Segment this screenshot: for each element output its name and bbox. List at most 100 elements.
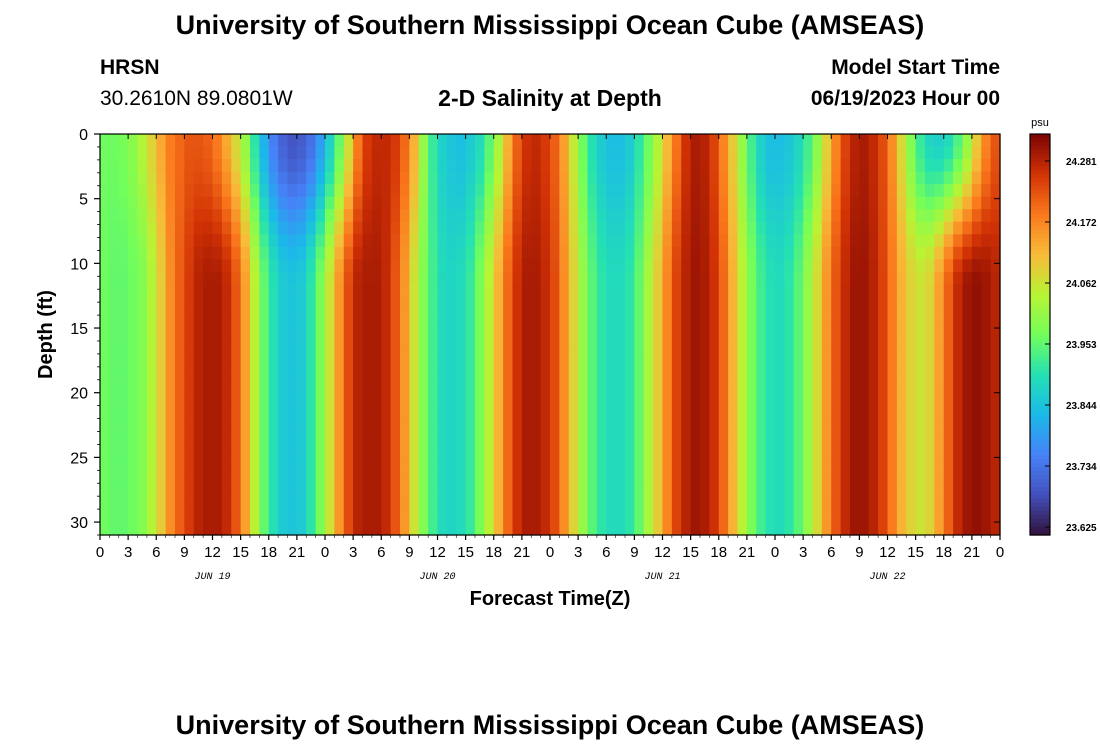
- heatmap-cell: [390, 422, 401, 436]
- heatmap-cell: [259, 334, 270, 348]
- heatmap-cell: [578, 347, 589, 361]
- heatmap-cell: [175, 171, 185, 185]
- heatmap-cell: [418, 284, 429, 298]
- heatmap-cell: [540, 384, 551, 398]
- heatmap-cell: [259, 159, 270, 173]
- heatmap-cell: [400, 184, 410, 198]
- heatmap-cell: [156, 409, 167, 423]
- heatmap-cell: [625, 321, 635, 336]
- heatmap-cell: [962, 334, 973, 348]
- heatmap-cell: [934, 221, 945, 235]
- heatmap-cell: [353, 184, 364, 198]
- heatmap-cell: [850, 472, 860, 486]
- heatmap-cell: [250, 246, 260, 260]
- heatmap-cell: [343, 184, 354, 198]
- heatmap-cell: [690, 372, 701, 386]
- heatmap-cell: [784, 497, 795, 511]
- heatmap-cell: [784, 171, 795, 185]
- heatmap-cell: [737, 497, 748, 511]
- heatmap-cell: [446, 184, 457, 198]
- heatmap-cell: [296, 434, 307, 448]
- heatmap-cell: [503, 384, 514, 398]
- heatmap-cell: [625, 472, 635, 486]
- heatmap-cell: [259, 497, 270, 511]
- heatmap-cell: [906, 221, 917, 235]
- heatmap-cell: [737, 159, 748, 173]
- heatmap-cell: [109, 484, 120, 499]
- heatmap-cell: [887, 134, 898, 148]
- heatmap-cell: [118, 472, 129, 486]
- heatmap-cell: [587, 234, 598, 248]
- heatmap-cell: [231, 296, 242, 311]
- heatmap-cell: [531, 509, 542, 524]
- heatmap-cell: [137, 359, 148, 373]
- x-tick-label: 15: [907, 544, 924, 561]
- heatmap-cell: [175, 397, 185, 411]
- heatmap-cell: [662, 284, 673, 298]
- heatmap-cell: [146, 134, 157, 148]
- heatmap-cell: [746, 434, 757, 448]
- heatmap-cell: [231, 497, 242, 511]
- heatmap-cell: [484, 321, 495, 336]
- heatmap-cell: [231, 184, 242, 198]
- heatmap-cell: [128, 284, 139, 298]
- heatmap-cell: [165, 259, 176, 273]
- heatmap-cell: [512, 234, 523, 248]
- heatmap-cell: [896, 296, 907, 311]
- heatmap-cell: [428, 271, 439, 285]
- heatmap-cell: [559, 447, 570, 461]
- heatmap-cell: [512, 196, 523, 210]
- heatmap-cell: [315, 309, 326, 323]
- heatmap-cell: [128, 397, 139, 411]
- heatmap-cell: [315, 372, 326, 386]
- heatmap-cell: [175, 259, 185, 273]
- heatmap-cell: [709, 146, 720, 160]
- heatmap-cell: [128, 384, 139, 398]
- heatmap-cell: [934, 384, 945, 398]
- heatmap-cell: [221, 484, 232, 499]
- heatmap-cell: [850, 309, 860, 323]
- heatmap-cell: [203, 484, 214, 499]
- colorbar-segment: [1030, 394, 1050, 400]
- heatmap-cell: [193, 509, 204, 524]
- heatmap-cell: [325, 372, 335, 386]
- heatmap-cell: [662, 484, 673, 499]
- heatmap-cell: [887, 434, 898, 448]
- heatmap-cell: [484, 397, 495, 411]
- x-tick-label: 21: [964, 544, 981, 561]
- heatmap-cell: [634, 209, 645, 223]
- heatmap-cell: [381, 409, 392, 423]
- heatmap-cell: [840, 347, 851, 361]
- heatmap-cell: [240, 221, 251, 235]
- heatmap-cell: [531, 434, 542, 448]
- heatmap-cell: [681, 372, 692, 386]
- heatmap-cell: [381, 246, 392, 260]
- heatmap-cell: [915, 196, 926, 210]
- heatmap-cell: [793, 484, 804, 499]
- heatmap-cell: [446, 196, 457, 210]
- heatmap-cell: [578, 309, 589, 323]
- heatmap-cell: [906, 146, 917, 160]
- colorbar-segment: [1030, 342, 1050, 348]
- heatmap-cell: [165, 509, 176, 524]
- heatmap-cell: [690, 459, 701, 473]
- heatmap-cell: [193, 246, 204, 260]
- heatmap-cell: [943, 246, 954, 260]
- heatmap-cell: [953, 459, 964, 473]
- heatmap-cell: [493, 434, 504, 448]
- heatmap-cell: [390, 509, 401, 524]
- heatmap-cell: [896, 434, 907, 448]
- heatmap-cell: [718, 434, 729, 448]
- heatmap-cell: [390, 484, 401, 499]
- heatmap-cell: [400, 221, 410, 235]
- heatmap-cell: [559, 459, 570, 473]
- heatmap-cell: [896, 284, 907, 298]
- heatmap-cell: [503, 146, 514, 160]
- heatmap-cell: [718, 334, 729, 348]
- y-tick-label: 10: [70, 256, 88, 273]
- heatmap-cell: [568, 271, 579, 285]
- heatmap-cell: [240, 309, 251, 323]
- heatmap-cell: [662, 209, 673, 223]
- heatmap-cell: [878, 159, 889, 173]
- heatmap-cell: [100, 184, 110, 198]
